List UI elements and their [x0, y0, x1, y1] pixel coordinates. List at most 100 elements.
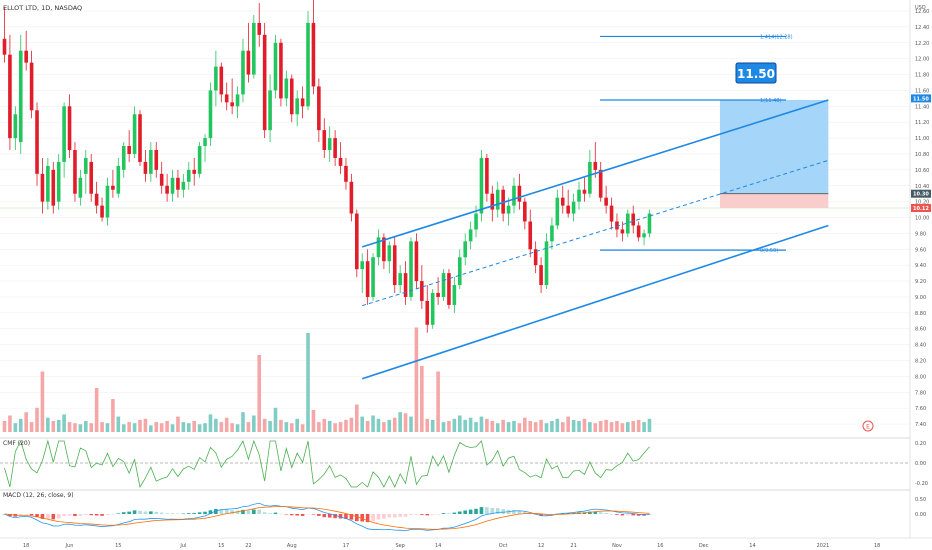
cmf-tick: 0.00: [915, 461, 926, 467]
macd-histogram-bar: [512, 509, 516, 514]
macd-histogram-bar: [84, 514, 88, 516]
macd-histogram-bar: [24, 514, 28, 515]
volume-bar: [105, 423, 110, 432]
candle-body: [246, 50, 251, 75]
candle-body: [376, 237, 381, 258]
candle-body: [631, 213, 636, 226]
volume-bar: [501, 419, 505, 432]
candle-body: [474, 213, 478, 230]
volume-bar: [533, 422, 538, 432]
price-tick: 12.20: [915, 41, 929, 47]
candle-body: [550, 225, 554, 242]
candle-body: [214, 66, 218, 91]
candle-body: [577, 189, 581, 202]
macd-histogram-bar: [111, 514, 115, 515]
candle-body: [116, 165, 121, 194]
time-tick: 18: [874, 543, 880, 549]
candle-body: [495, 189, 500, 210]
macd-histogram-bar: [149, 511, 153, 514]
parallel-channel[interactable]: 11.50: [361, 62, 829, 380]
candle-body: [517, 185, 522, 202]
candle-body: [181, 181, 186, 190]
macd-histogram-bar: [365, 514, 370, 523]
price-badge-label: 10.12: [913, 206, 929, 212]
macd-histogram-bar: [56, 514, 61, 519]
candle-body: [176, 177, 180, 190]
macd-histogram-bar: [425, 514, 430, 516]
time-tick: 14: [749, 543, 755, 549]
candle-body: [485, 157, 489, 194]
volume-bar: [295, 418, 299, 432]
svg-text:E: E: [866, 424, 870, 431]
volume-bar: [73, 423, 77, 432]
macd-histogram-bar: [441, 513, 446, 514]
position-box[interactable]: [719, 99, 829, 208]
volume-bar: [181, 422, 186, 432]
macd-tick: 0.00: [915, 512, 926, 518]
volume-bar: [8, 415, 12, 432]
volume-bar: [273, 407, 278, 432]
volume-bar: [631, 421, 636, 432]
volume-bar: [159, 423, 164, 432]
candle-body: [262, 34, 267, 131]
candle-body: [425, 300, 430, 325]
candle-body: [224, 94, 229, 103]
candle-body: [132, 114, 137, 154]
macd-histogram-bar: [317, 514, 321, 516]
candle-body: [35, 110, 39, 174]
macd-histogram-bar: [186, 513, 191, 514]
candle-body: [284, 78, 289, 99]
candle-body: [192, 169, 196, 174]
macd-histogram-bar: [609, 513, 614, 515]
price-badge: [911, 94, 931, 103]
macd-histogram-bar: [306, 514, 310, 515]
macd-histogram-bar: [544, 514, 549, 516]
macd-histogram-bar: [463, 510, 467, 514]
macd-histogram-bar: [376, 514, 381, 520]
candle-body: [620, 229, 625, 234]
volume-bar: [56, 419, 61, 432]
candle-body: [56, 161, 61, 202]
candle-body: [186, 169, 191, 182]
macd-histogram-bar: [327, 514, 332, 518]
macd-histogram-bar: [208, 510, 213, 514]
volume-bar: [528, 421, 533, 432]
macd-histogram-bar: [360, 514, 365, 522]
volume-bar: [208, 414, 213, 432]
price-tick: 7.60: [915, 406, 926, 412]
candle-body: [403, 273, 408, 297]
macd-histogram-bar: [192, 513, 196, 514]
time-tick: 14: [435, 543, 441, 549]
candle-body: [84, 157, 88, 174]
volume-bar: [192, 421, 196, 432]
stop-zone: [719, 193, 829, 208]
macd-histogram-bar: [355, 514, 359, 522]
volume-bar: [392, 417, 397, 432]
volume-bar: [284, 422, 289, 432]
time-tick: 18: [23, 543, 29, 549]
macd-histogram-bar: [224, 509, 229, 514]
earnings-marker[interactable]: E: [862, 420, 874, 432]
candle-body: [571, 201, 576, 214]
time-tick: Jun: [65, 543, 74, 549]
candle-body: [73, 150, 77, 194]
volume-bar: [436, 371, 440, 432]
volume-bar: [544, 423, 549, 432]
time-tick: Oct: [499, 543, 508, 549]
volume-bar: [566, 416, 570, 432]
volume-bar: [224, 417, 229, 432]
volume-bar: [197, 424, 202, 432]
volume-bar: [132, 423, 137, 432]
macd-histogram-bar: [18, 514, 23, 516]
macd-histogram-bar: [170, 513, 175, 514]
candle-body: [295, 98, 299, 115]
volume-bar: [311, 410, 316, 432]
volume-bar: [214, 418, 218, 432]
price-tick: 11.00: [915, 136, 929, 142]
cmf-tick: 0.20: [915, 441, 926, 447]
channel-upper-line: [361, 99, 829, 248]
volume-bar: [170, 424, 175, 432]
candle-body: [365, 261, 370, 297]
price-tick: 10.60: [915, 168, 929, 174]
volume-bar: [409, 416, 413, 432]
